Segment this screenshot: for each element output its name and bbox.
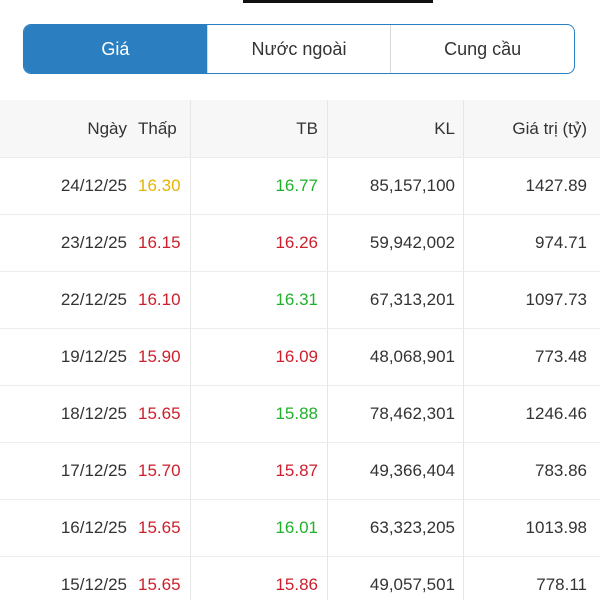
table-cell: 78,462,301 [369, 404, 455, 423]
column-divider [463, 557, 464, 600]
column-divider [190, 158, 191, 214]
table-cell: 16.77 [275, 176, 318, 195]
table-cell: 18/12/25 [60, 404, 127, 423]
table-row: 23/12/25 16.15 16.26 59,942,002 974.71 [0, 215, 600, 272]
table-cell: 16.26 [275, 233, 318, 252]
table-cell: 1246.46 [525, 404, 587, 423]
column-divider [327, 329, 328, 385]
table-cell: 23/12/25 [60, 233, 127, 252]
tab[interactable]: Cung cầu [390, 25, 574, 73]
table-cell: 16.31 [275, 290, 318, 309]
table-cell: 773.48 [535, 347, 587, 366]
table-cell: 15/12/25 [60, 575, 127, 594]
table-cell: 48,068,901 [369, 347, 455, 366]
column-header: TB [296, 118, 318, 138]
column-divider [327, 215, 328, 271]
table-cell: 1097.73 [525, 290, 587, 309]
table-cell: 15.87 [275, 461, 318, 480]
table-cell: 16.15 [138, 233, 181, 252]
table-cell: 19/12/25 [60, 347, 127, 366]
table-row: 17/12/25 15.70 15.87 49,366,404 783.86 [0, 443, 600, 500]
table-cell: 85,157,100 [369, 176, 455, 195]
column-divider [190, 272, 191, 328]
table-cell: 1427.89 [525, 176, 587, 195]
column-divider [463, 215, 464, 271]
table-cell: 15.88 [275, 404, 318, 423]
column-divider [190, 500, 191, 556]
status-bar [243, 0, 433, 3]
table-cell: 22/12/25 [60, 290, 127, 309]
table-cell: 49,057,501 [369, 575, 455, 594]
table-cell: 49,366,404 [369, 461, 455, 480]
table-row: 22/12/25 16.10 16.31 67,313,201 1097.73 [0, 272, 600, 329]
column-divider [463, 500, 464, 556]
table-cell: 15.65 [138, 404, 181, 423]
column-divider [327, 443, 328, 499]
tab[interactable]: Giá [24, 25, 207, 73]
table-cell: 783.86 [535, 461, 587, 480]
table-cell: 16.01 [275, 518, 318, 537]
tab[interactable]: Nước ngoài [206, 25, 391, 73]
table-cell: 15.86 [275, 575, 318, 594]
column-divider [190, 215, 191, 271]
table-cell: 15.65 [138, 575, 181, 594]
column-divider [463, 158, 464, 214]
table-cell: 16.09 [275, 347, 318, 366]
table-row: 24/12/25 16.30 16.77 85,157,100 1427.89 [0, 158, 600, 215]
column-header: Thấp [138, 118, 177, 138]
column-divider [190, 386, 191, 442]
column-divider [190, 329, 191, 385]
column-divider [463, 386, 464, 442]
column-divider [327, 272, 328, 328]
table-cell: 15.90 [138, 347, 181, 366]
table-cell: 24/12/25 [60, 176, 127, 195]
column-divider [190, 443, 191, 499]
table-cell: 1013.98 [525, 518, 587, 537]
column-divider [327, 386, 328, 442]
table-row: 18/12/25 15.65 15.88 78,462,301 1246.46 [0, 386, 600, 443]
table-cell: 63,323,205 [369, 518, 455, 537]
table-cell: 16.10 [138, 290, 181, 309]
table-cell: 17/12/25 [60, 461, 127, 480]
column-divider [463, 329, 464, 385]
column-divider [327, 500, 328, 556]
column-divider [190, 100, 191, 157]
table-row: 16/12/25 15.65 16.01 63,323,205 1013.98 [0, 500, 600, 557]
column-header: Giá trị (tỷ) [512, 118, 587, 138]
table-cell: 59,942,002 [369, 233, 455, 252]
column-divider [463, 443, 464, 499]
column-divider [327, 100, 328, 157]
column-divider [190, 557, 191, 600]
price-table: Ngày Thấp TB KL Giá trị (tỷ) 24/12/25 16.30 16.… [0, 100, 600, 600]
table-cell: 67,313,201 [369, 290, 455, 309]
tab-bar: Giá Nước ngoài Cung cầu [23, 24, 575, 74]
header-row: Ngày Thấp TB KL Giá trị (tỷ) [0, 100, 600, 158]
column-divider [463, 100, 464, 157]
table-cell: 16/12/25 [60, 518, 127, 537]
column-divider [327, 557, 328, 600]
table-row: 15/12/25 15.65 15.86 49,057,501 778.11 [0, 557, 600, 600]
column-divider [327, 158, 328, 214]
table-cell: 15.65 [138, 518, 181, 537]
table-cell: 15.70 [138, 461, 181, 480]
table-row: 19/12/25 15.90 16.09 48,068,901 773.48 [0, 329, 600, 386]
column-header: Ngày [87, 118, 127, 138]
table-cell: 974.71 [535, 233, 587, 252]
column-header: KL [434, 118, 455, 138]
table-cell: 16.30 [138, 176, 181, 195]
column-divider [463, 272, 464, 328]
table-cell: 778.11 [536, 575, 587, 594]
